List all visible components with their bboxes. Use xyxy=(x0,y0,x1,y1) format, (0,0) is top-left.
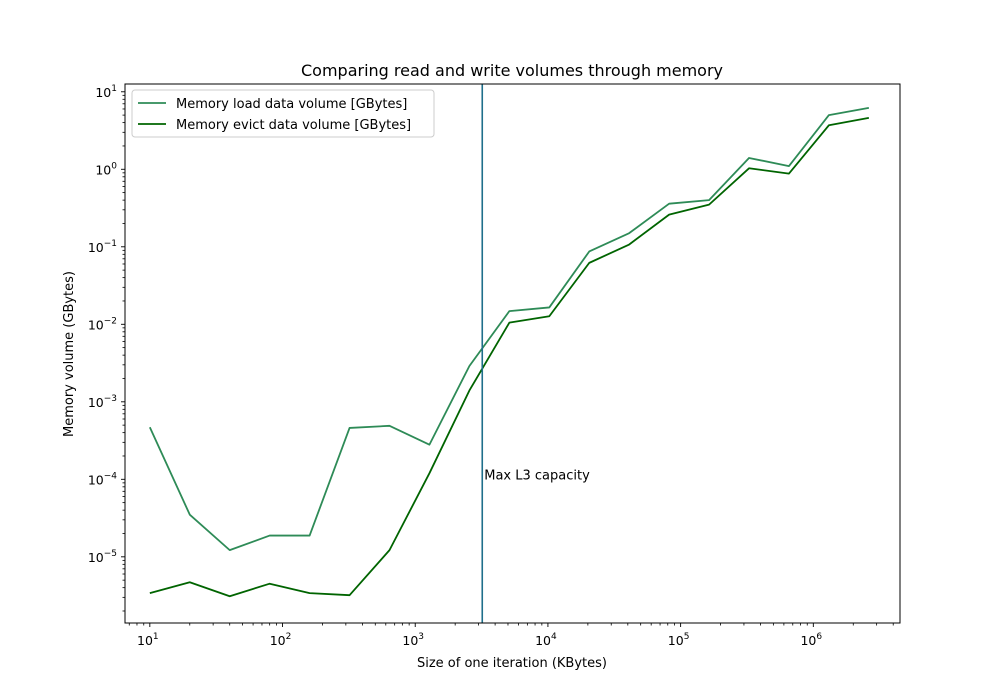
legend-box xyxy=(131,89,435,138)
plot-lines xyxy=(149,106,870,598)
y-tick-label: 10−3 xyxy=(88,394,117,410)
y-axis-ticks: 10−5 10−4 10−3 10−2 10−1 100 101 xyxy=(88,84,125,612)
legend-label-2: Memory evict data volume [GBytes] xyxy=(176,118,411,133)
x-tick-label: 102 xyxy=(270,632,292,648)
max-l3-capacity-label: Max L3 capacity xyxy=(484,469,590,484)
x-tick-label: 104 xyxy=(535,632,557,648)
x-tick-label: 105 xyxy=(668,632,690,648)
y-tick-label: 10−4 xyxy=(88,471,117,487)
x-axis-ticks: 101 102 103 104 105 106 xyxy=(128,623,894,648)
chart-title: Comparing read and write volumes through… xyxy=(301,61,723,80)
x-tick-label: 103 xyxy=(402,632,424,648)
legend: Memory load data volume [GBytes] Memory e… xyxy=(131,89,435,138)
y-tick-label: 10−5 xyxy=(88,549,117,565)
series-line-2 xyxy=(149,117,870,598)
y-axis-label: Memory volume (GBytes) xyxy=(62,271,77,437)
series-line-1 xyxy=(149,106,870,552)
y-tick-label: 100 xyxy=(95,161,117,177)
legend-label-1: Memory load data volume [GBytes] xyxy=(176,97,407,112)
y-tick-label: 10−1 xyxy=(88,239,117,255)
y-tick-label: 10−2 xyxy=(88,316,117,332)
plot-area-frame xyxy=(124,83,901,624)
x-tick-label: 106 xyxy=(800,632,822,648)
x-tick-label: 101 xyxy=(137,632,159,648)
x-axis-label: Size of one iteration (KBytes) xyxy=(417,656,607,671)
y-tick-label: 101 xyxy=(95,84,117,100)
